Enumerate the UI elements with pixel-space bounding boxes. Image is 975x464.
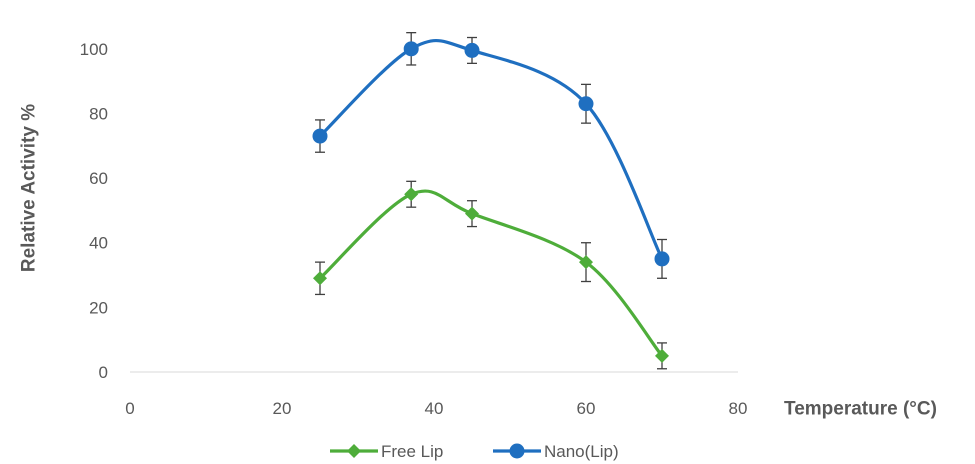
series-line: [318, 189, 664, 357]
data-point: [313, 271, 327, 286]
legend-label: Free Lip: [381, 442, 443, 461]
y-tick-label: 0: [99, 363, 108, 382]
legend-item: Nano(Lip): [493, 442, 619, 461]
y-axis-title-group: Relative Activity %: [19, 104, 40, 272]
data-point: [578, 96, 594, 112]
data-point: [654, 251, 670, 267]
data-point: [404, 187, 419, 202]
x-tick-label: 60: [577, 399, 596, 418]
legend-item: Free Lip: [330, 442, 443, 461]
y-tick-labels: 0 20 40 60 80 100: [80, 40, 108, 382]
data-point: [579, 255, 593, 270]
legend-label: Nano(Lip): [544, 442, 619, 461]
y-tick-label: 60: [89, 169, 108, 188]
legend-marker: [347, 444, 361, 458]
x-tick-label: 0: [125, 399, 134, 418]
data-point: [464, 42, 480, 58]
legend: Free Lip Nano(Lip): [330, 442, 619, 461]
data-point: [403, 41, 419, 57]
x-tick-labels: 0 20 40 60 80: [125, 399, 747, 418]
series-nano-lip: [312, 32, 670, 279]
y-tick-label: 20: [89, 298, 108, 317]
x-axis-title: Temperature (°C): [784, 399, 937, 420]
y-tick-label: 40: [89, 234, 108, 253]
y-tick-label: 80: [89, 104, 108, 123]
data-point: [312, 128, 328, 144]
data-point: [465, 206, 479, 221]
series-line: [318, 39, 664, 260]
plot-area: [312, 32, 670, 370]
x-tick-label: 80: [729, 399, 748, 418]
x-tick-label: 40: [425, 399, 444, 418]
legend-marker: [509, 443, 525, 459]
series-free-lip: [313, 180, 669, 370]
data-point: [655, 348, 669, 363]
x-tick-label: 20: [273, 399, 292, 418]
y-axis-title: Relative Activity %: [19, 104, 40, 272]
y-tick-label: 100: [80, 40, 108, 59]
